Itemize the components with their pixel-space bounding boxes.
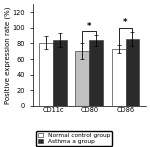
Text: *: * <box>123 18 128 27</box>
Bar <box>39 43 53 106</box>
Bar <box>89 40 103 106</box>
Bar <box>126 39 139 106</box>
Text: *: * <box>87 22 92 31</box>
Bar <box>75 51 89 106</box>
Y-axis label: Positive expression rate (%): Positive expression rate (%) <box>5 6 11 104</box>
Bar <box>53 40 67 106</box>
Legend: Normal control group, Asthma a group: Normal control group, Asthma a group <box>36 131 112 146</box>
Bar <box>112 49 126 106</box>
